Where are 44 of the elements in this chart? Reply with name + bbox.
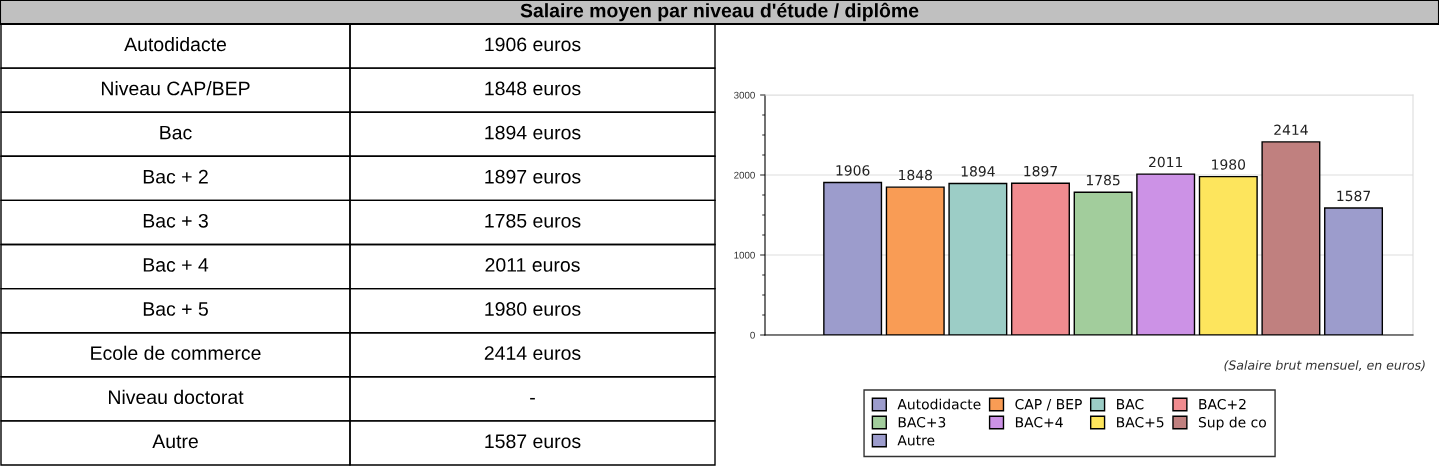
- text: 1848 euros: [485, 81, 581, 96]
- legend-label: BAC+2: [1199, 398, 1246, 410]
- text: 1587 euros: [485, 434, 581, 449]
- text: Niveau doctorat: [109, 389, 244, 405]
- y-tick-label: 0: [750, 331, 755, 339]
- data-label: 1587: [1337, 190, 1371, 202]
- data-label: 2414: [1274, 124, 1308, 135]
- legend-label: Autre: [897, 435, 935, 446]
- data-label: 1906: [836, 165, 870, 176]
- legend-label: BAC+3: [898, 416, 946, 428]
- text: Autodidacte: [124, 36, 226, 52]
- text: 2414 euros: [484, 346, 581, 360]
- text: 1906 euros: [485, 37, 581, 52]
- legend-label: BAC+5: [1117, 416, 1164, 428]
- text: Niveau CAP/BEP: [101, 81, 250, 96]
- text: Bac + 3: [143, 213, 208, 228]
- text: -: [530, 397, 535, 400]
- y-tick-label: 2000: [734, 171, 755, 179]
- text: Bac: [160, 125, 192, 140]
- text: 1785 euros: [485, 213, 581, 228]
- chart-title: Salaire moyen par niveau d'étude / diplôme: [520, 2, 919, 22]
- legend-label: CAP / BEP: [1015, 398, 1082, 411]
- text: 1897 euros: [485, 169, 581, 184]
- data-label: 1980: [1212, 159, 1246, 170]
- y-tick-label: 1000: [734, 251, 755, 259]
- y-tick-label: 3000: [734, 91, 755, 99]
- data-label: 1897: [1024, 165, 1057, 177]
- legend-label: BAC: [1117, 398, 1144, 410]
- data-label: 2011: [1149, 156, 1183, 168]
- text: 2011 euros: [485, 258, 580, 272]
- text: Bac + 5: [143, 302, 208, 316]
- data-label: 1894: [961, 166, 995, 177]
- text: 1980 euros: [485, 302, 581, 316]
- legend-label: Sup de co: [1198, 416, 1266, 431]
- legend-label: BAC+4: [1015, 416, 1063, 428]
- text: Bac + 4: [143, 258, 209, 272]
- data-label: 1785: [1086, 174, 1120, 186]
- legend-label: Autodidacte: [897, 398, 981, 410]
- text: Ecole de commerce: [91, 345, 261, 360]
- text: Bac + 2: [143, 169, 208, 184]
- text: 1894 euros: [485, 125, 581, 140]
- data-label: 1848: [899, 169, 932, 181]
- text: (Salaire brut mensuel, en euros): [1224, 360, 1425, 372]
- text: Autre: [152, 434, 198, 449]
